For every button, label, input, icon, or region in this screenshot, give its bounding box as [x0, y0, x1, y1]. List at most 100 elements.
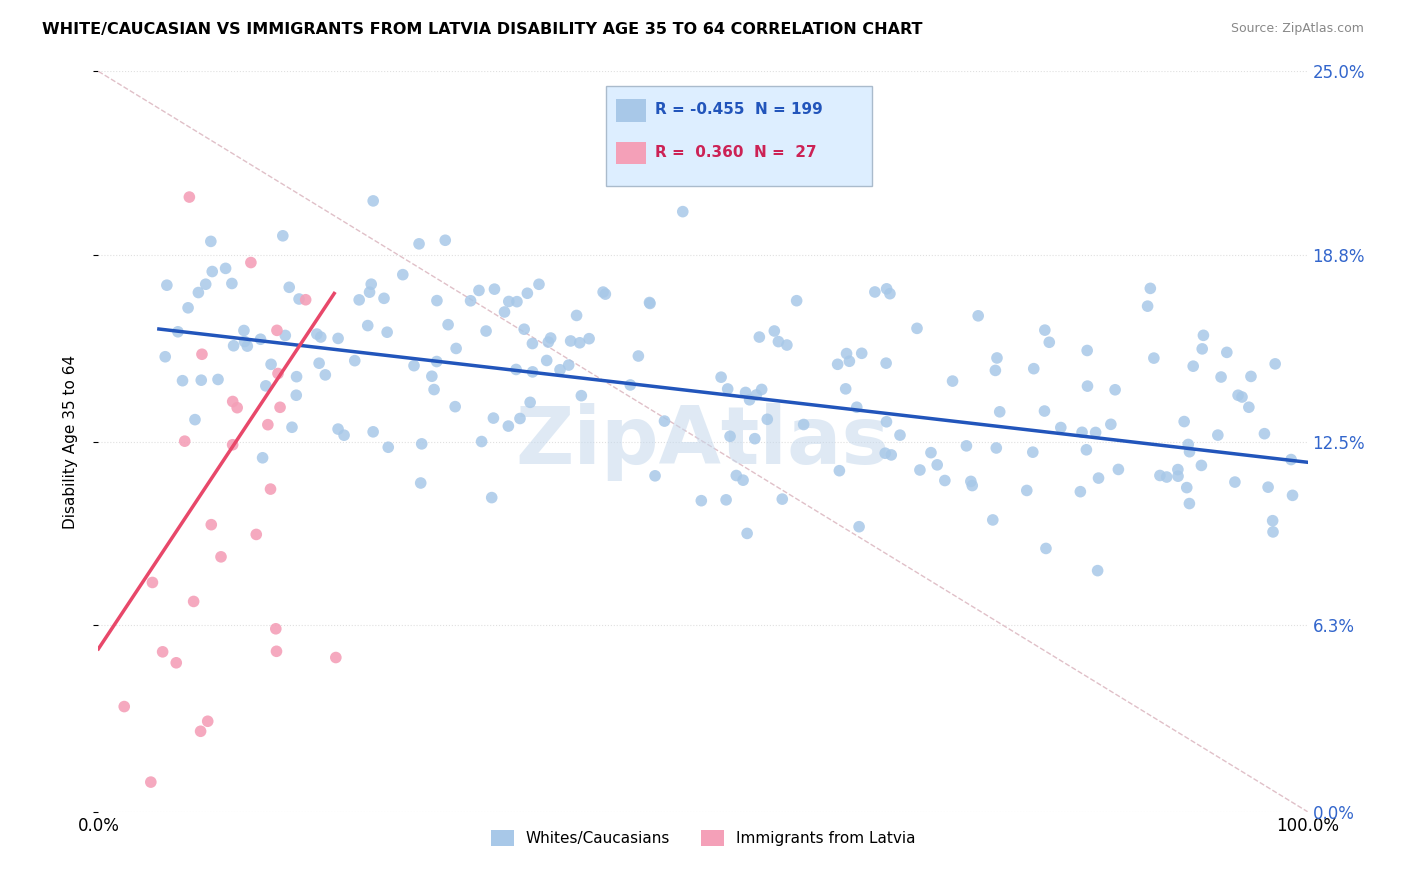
Point: [484, 282, 506, 296]
Point: [190, 724, 212, 739]
Point: [252, 450, 274, 465]
Point: [222, 339, 245, 353]
Point: [152, 645, 174, 659]
Point: [278, 280, 301, 294]
Text: R = -0.455  N = 199: R = -0.455 N = 199: [655, 103, 823, 118]
FancyBboxPatch shape: [616, 100, 647, 121]
Point: [889, 428, 911, 442]
Point: [717, 382, 740, 396]
Point: [1279, 452, 1302, 467]
Point: [172, 374, 194, 388]
Point: [672, 204, 695, 219]
Point: [710, 370, 733, 384]
Point: [1178, 444, 1201, 458]
Point: [257, 417, 280, 432]
Point: [927, 458, 949, 472]
Point: [1104, 383, 1126, 397]
Point: [725, 468, 748, 483]
Point: [875, 446, 897, 460]
Point: [848, 519, 870, 533]
Point: [1099, 417, 1122, 432]
Point: [638, 295, 661, 310]
Point: [984, 363, 1007, 377]
Point: [233, 334, 256, 349]
Point: [498, 419, 520, 434]
Point: [1216, 345, 1239, 359]
Point: [880, 448, 903, 462]
Point: [751, 383, 773, 397]
Legend: Whites/Caucasians, Immigrants from Latvia: Whites/Caucasians, Immigrants from Latvi…: [485, 824, 921, 852]
Point: [285, 369, 308, 384]
Point: [426, 293, 449, 308]
Point: [908, 463, 931, 477]
Point: [522, 336, 544, 351]
Point: [482, 411, 505, 425]
Point: [1038, 335, 1060, 350]
Point: [776, 338, 799, 352]
Point: [986, 351, 1008, 365]
Point: [326, 422, 349, 436]
Point: [536, 353, 558, 368]
Point: [194, 277, 217, 292]
Point: [360, 277, 382, 292]
Point: [214, 261, 236, 276]
Point: [1071, 425, 1094, 440]
Point: [845, 401, 868, 415]
Point: [522, 365, 544, 379]
Point: [1182, 359, 1205, 374]
Point: [1223, 475, 1246, 489]
Point: [1033, 404, 1056, 418]
Point: [139, 775, 162, 789]
FancyBboxPatch shape: [616, 142, 647, 164]
Point: [361, 194, 384, 208]
Point: [402, 359, 425, 373]
Point: [1076, 442, 1098, 457]
Text: R =  0.360  N =  27: R = 0.360 N = 27: [655, 145, 817, 161]
Point: [748, 330, 770, 344]
Point: [460, 293, 482, 308]
Point: [828, 464, 851, 478]
Point: [377, 440, 399, 454]
Point: [333, 428, 356, 442]
Point: [568, 335, 591, 350]
Point: [644, 468, 666, 483]
Point: [1022, 361, 1045, 376]
Point: [1149, 468, 1171, 483]
Point: [863, 285, 886, 299]
Point: [1087, 564, 1109, 578]
Point: [1189, 458, 1212, 473]
Point: [714, 492, 737, 507]
Point: [960, 478, 983, 492]
Point: [1240, 369, 1263, 384]
Point: [173, 434, 195, 449]
Point: [494, 305, 516, 319]
Point: [1253, 426, 1275, 441]
Point: [1107, 462, 1129, 476]
Point: [468, 284, 491, 298]
Point: [1178, 497, 1201, 511]
Point: [141, 575, 163, 590]
Point: [770, 492, 793, 507]
Point: [516, 286, 538, 301]
Point: [274, 328, 297, 343]
Point: [266, 644, 288, 658]
Point: [326, 331, 349, 345]
Point: [325, 650, 347, 665]
Point: [1022, 445, 1045, 459]
Point: [156, 278, 179, 293]
Point: [557, 358, 579, 372]
Point: [835, 346, 858, 360]
Point: [260, 357, 283, 371]
Point: [733, 473, 755, 487]
Point: [245, 527, 267, 541]
Point: [232, 324, 254, 338]
Point: [314, 368, 336, 382]
Point: [735, 526, 758, 541]
Point: [537, 335, 560, 350]
Point: [1191, 342, 1213, 356]
Point: [207, 372, 229, 386]
Point: [827, 357, 849, 371]
Point: [269, 401, 291, 415]
Point: [285, 388, 308, 402]
Point: [411, 437, 433, 451]
